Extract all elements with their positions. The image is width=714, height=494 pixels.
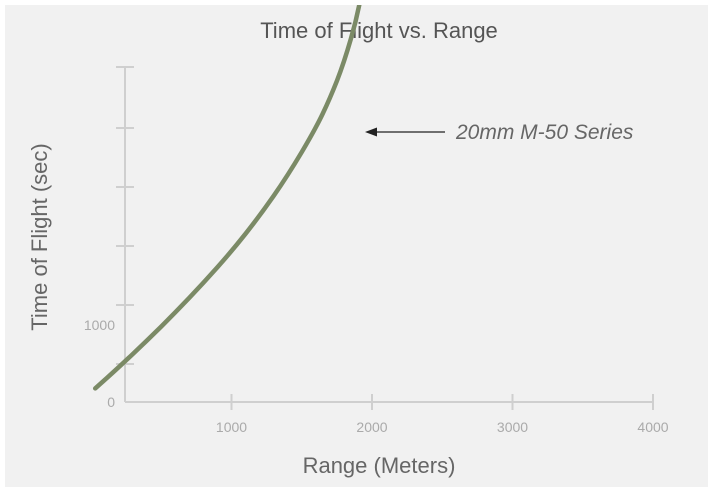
- annotation-label: 20mm M-50 Series: [455, 121, 634, 144]
- series-line-20mm-m50: [92, 5, 362, 391]
- tick-labels: 0 1000 1000 2000 3000 4000: [84, 317, 669, 435]
- series-annotation: 20mm M-50 Series: [365, 121, 634, 144]
- chart-title: Time of Flight vs. Range: [260, 18, 498, 43]
- annotation-arrowhead: [365, 127, 377, 137]
- y-tick-label: 0: [107, 394, 115, 410]
- axes: [124, 67, 653, 403]
- y-axis-title: Time of Flight (sec): [27, 143, 52, 330]
- x-tick-label: 3000: [497, 419, 528, 435]
- chart-background: Time of Flight vs. Range 0 1000 1000 2000 30…: [5, 5, 708, 487]
- x-tick-label: 2000: [356, 419, 387, 435]
- x-axis-title: Range (Meters): [303, 453, 456, 478]
- x-tick-label: 1000: [216, 419, 247, 435]
- y-tick-label: 1000: [84, 317, 115, 333]
- time-of-flight-chart: Time of Flight vs. Range 0 1000 1000 2000 30…: [27, 5, 669, 478]
- series-group: [92, 5, 362, 391]
- x-tick-label: 4000: [637, 419, 668, 435]
- axis-ticks: [116, 66, 654, 410]
